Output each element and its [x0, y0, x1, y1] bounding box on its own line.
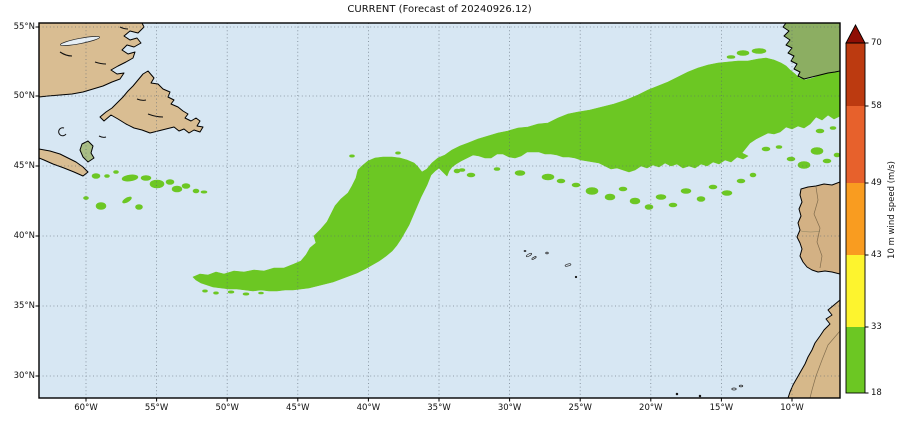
plot-title: CURRENT (Forecast of 20240926.12) [347, 4, 532, 15]
y-tick-label: 45°N [13, 161, 35, 171]
x-tick-label: 55°W [144, 403, 169, 413]
x-tick-label: 45°W [286, 403, 310, 413]
colorbar-tick-label: 18 [871, 388, 882, 398]
gridlines [39, 23, 840, 398]
colorbar-tick-label: 33 [871, 322, 882, 332]
y-tick-label: 35°N [13, 301, 35, 311]
colorbar [845, 24, 869, 394]
colorbar-tick-label: 70 [871, 38, 882, 48]
azores-islands [523, 250, 578, 279]
y-tick-label: 40°N [13, 231, 35, 241]
colorbar-tick-label: 49 [871, 178, 882, 188]
canary-islands [675, 384, 744, 398]
y-tick-label: 55°N [13, 22, 35, 32]
wind-speed-overlay [83, 48, 840, 296]
x-tick-label: 50°W [215, 403, 239, 413]
x-tick-label: 20°W [639, 403, 663, 413]
y-tick-label: 50°N [13, 91, 35, 101]
y-tick-label: 30°N [13, 371, 35, 381]
x-tick-label: 35°W [427, 403, 451, 413]
colorbar-tick-label: 58 [871, 101, 882, 111]
x-tick-label: 40°W [356, 403, 381, 413]
land-masses [39, 23, 840, 398]
colorbar-tick-label: 43 [871, 250, 882, 260]
x-tick-label: 25°W [568, 403, 592, 413]
colorbar-over-arrow [845, 24, 866, 44]
colorbar-axis-label: 10 m wind speed (m/s) [887, 161, 897, 259]
x-tick-label: 10°W [780, 403, 804, 413]
axis-ticks [35, 26, 793, 402]
x-tick-label: 30°W [497, 403, 522, 413]
x-tick-label: 60°W [74, 403, 98, 413]
x-tick-label: 15°W [709, 403, 734, 413]
